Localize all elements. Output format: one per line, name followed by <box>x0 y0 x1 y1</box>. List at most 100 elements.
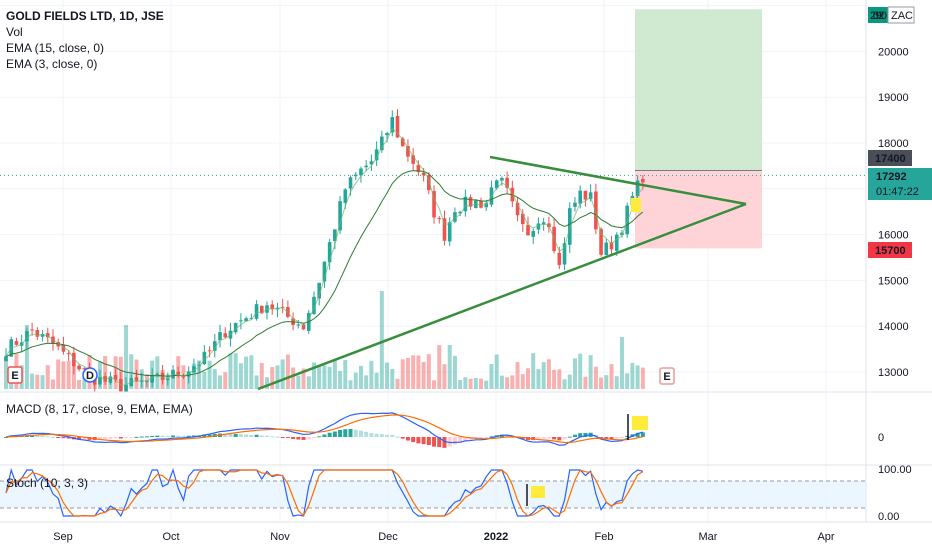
macd-flag <box>632 416 648 430</box>
volume-bar <box>416 355 421 389</box>
volume-bar <box>526 368 530 389</box>
symbol-tag <box>887 6 915 24</box>
candle-body <box>353 174 358 177</box>
candle-body <box>25 331 29 342</box>
volume-bar <box>479 378 484 389</box>
candle-body <box>494 180 499 189</box>
stoch-flag <box>531 486 545 498</box>
volume-bar <box>327 366 332 389</box>
candle-body <box>505 177 509 188</box>
candle-body <box>244 318 248 322</box>
macd-histogram-bar <box>567 436 572 438</box>
candle-body <box>427 175 431 191</box>
candle-body <box>395 115 400 138</box>
volume-bar <box>238 363 243 389</box>
volume-bar <box>254 375 259 389</box>
volume-bar <box>296 375 301 389</box>
candle-body <box>385 133 389 136</box>
candle-body <box>77 365 81 370</box>
macd-histogram-bar <box>479 437 484 439</box>
volume-bar <box>520 374 525 389</box>
volume-bar <box>505 377 510 389</box>
legend-ema-15: EMA (15, close, 0) <box>6 41 105 55</box>
candle-body <box>155 373 160 375</box>
volume-bar <box>583 376 588 389</box>
macd-histogram-bar <box>118 437 123 439</box>
earnings-badge <box>659 367 675 385</box>
candle-body <box>333 229 337 242</box>
ema-15-line <box>5 170 644 377</box>
candle-body <box>98 376 102 385</box>
macd-histogram-bar <box>557 437 562 441</box>
candle-body <box>45 333 50 338</box>
macd-histogram-bar <box>144 436 149 438</box>
volume-bar <box>343 359 348 389</box>
entry-tag-label: 17400 <box>875 153 906 165</box>
macd-tick-label: 0 <box>878 432 884 444</box>
candle-body <box>4 356 8 362</box>
volume-bar <box>411 355 416 389</box>
macd-histogram-bar <box>458 437 463 443</box>
volume-bar <box>275 365 280 389</box>
stop-tag-label: 15700 <box>875 245 906 257</box>
candle-body <box>635 180 640 197</box>
volume-bar <box>66 361 71 389</box>
candle-body <box>348 177 353 189</box>
time-tick-label: Feb <box>595 531 614 543</box>
candle-body <box>150 375 154 383</box>
macd-histogram-bar <box>139 436 144 438</box>
macd-histogram-bar <box>275 436 280 438</box>
candle-body <box>573 202 577 207</box>
macd-histogram-bar <box>541 437 546 439</box>
macd-histogram-bar <box>505 435 510 437</box>
volume-bar <box>191 363 196 389</box>
candle-body <box>500 178 504 181</box>
macd-histogram-bar <box>296 437 301 440</box>
candle-body <box>160 372 165 380</box>
candle-body <box>374 149 379 161</box>
volume-bar <box>609 364 614 389</box>
volume-bar <box>484 380 489 389</box>
candle-body <box>166 378 170 380</box>
macd-histogram-bar <box>442 437 447 448</box>
macd-histogram-bar <box>614 437 619 439</box>
volume-bar <box>228 353 233 389</box>
volume-bar <box>24 325 29 389</box>
candle-body <box>296 324 301 326</box>
volume-bar <box>630 362 635 389</box>
stoch-d-line <box>5 469 644 517</box>
macd-histogram-bar <box>374 433 379 437</box>
macd-histogram-bar <box>604 437 609 439</box>
volume-bar <box>578 353 583 389</box>
macd-histogram-bar <box>228 434 233 437</box>
signal-line <box>5 414 643 444</box>
macd-histogram-bar <box>536 437 541 440</box>
volume-bar <box>557 369 562 389</box>
candle-body <box>421 172 426 176</box>
volume-bar <box>405 357 410 389</box>
time-tick-label: 2022 <box>484 531 508 543</box>
volume-bar <box>604 375 609 389</box>
volume-bar <box>71 367 76 389</box>
macd-histogram-bar <box>332 431 337 437</box>
candle-body <box>432 191 436 218</box>
volume-bar <box>572 358 577 389</box>
candle-body <box>108 376 113 383</box>
candle-body <box>400 138 405 147</box>
macd-histogram-bar <box>301 437 306 440</box>
macd-histogram-bar <box>379 434 384 437</box>
stoch-legend: Stoch (10, 3, 3) <box>6 476 89 490</box>
volume-bar <box>599 377 604 389</box>
candle-body <box>280 306 285 308</box>
price-tick-label: 14000 <box>878 321 909 333</box>
macd-histogram-bar <box>327 432 332 437</box>
macd-histogram-bar <box>562 437 567 440</box>
candle-series <box>4 109 645 393</box>
macd-histogram-bar <box>165 435 170 437</box>
volume-bar <box>50 379 55 389</box>
earnings-badge <box>7 366 23 384</box>
macd-histogram-bar <box>35 435 40 437</box>
volume-bar <box>301 368 306 389</box>
candle-body <box>526 224 530 236</box>
